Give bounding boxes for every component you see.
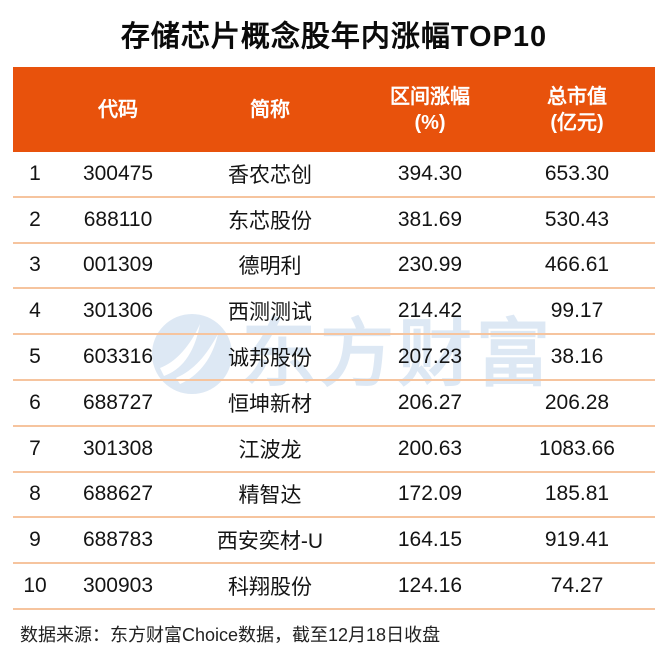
mcap-cell: 99.17 <box>550 299 604 323</box>
rank-cell: 4 <box>29 299 41 323</box>
code-cell: 688727 <box>82 390 154 414</box>
table-row: 3 001309 德明利 230.99 466.61 <box>13 244 655 290</box>
table-row: 10 300903 科翔股份 124.16 74.27 <box>13 564 655 610</box>
gain-header-line1: 区间涨幅 <box>390 85 470 108</box>
name-cell: 东芯股份 <box>228 209 312 233</box>
rank-cell: 10 <box>23 574 47 598</box>
mcap-header-line2: (亿元) <box>550 111 604 134</box>
code-cell: 688783 <box>82 528 154 552</box>
table-body: 1 300475 香农芯创 394.30 653.30 2 688110 东芯股… <box>13 152 655 610</box>
gain-cell: 200.63 <box>397 436 463 460</box>
gain-column-header: 区间涨幅 (%) <box>361 84 499 136</box>
gain-cell: 214.42 <box>397 299 463 323</box>
name-cell: 诚邦股份 <box>228 347 312 371</box>
gain-cell: 124.16 <box>397 574 463 598</box>
code-cell: 688110 <box>83 207 153 231</box>
name-cell: 德明利 <box>238 255 302 279</box>
mcap-cell: 74.27 <box>550 574 604 598</box>
code-column-header: 代码 <box>98 98 138 121</box>
table-row: 1 300475 香农芯创 394.30 653.30 <box>13 152 655 198</box>
code-cell: 300475 <box>82 161 154 185</box>
data-source-note: 数据来源：东方财富Choice数据，截至12月18日收盘 <box>20 625 441 645</box>
mcap-cell: 919.41 <box>544 528 610 552</box>
table-row: 9 688783 西安奕材-U 164.15 919.41 <box>13 518 655 565</box>
gain-header-line2: (%) <box>414 111 446 134</box>
code-cell: 688627 <box>82 482 154 506</box>
table-row: 5 603316 诚邦股份 207.23 38.16 <box>13 335 655 381</box>
mcap-cell: 1083.66 <box>539 436 615 460</box>
gain-cell: 230.99 <box>397 253 463 277</box>
table-header-row: 代码 简称 区间涨幅 (%) 总市值 (亿元) <box>13 67 655 152</box>
rank-cell: 8 <box>29 482 41 506</box>
table-row: 4 301306 西测测试 214.42 99.17 <box>13 289 655 336</box>
table-row: 7 301308 江波龙 200.63 1083.66 <box>13 427 655 473</box>
gain-cell: 207.23 <box>397 345 463 369</box>
table-row: 8 688627 精智达 172.09 185.81 <box>13 473 655 519</box>
mcap-column-header: 总市值 (亿元) <box>499 84 655 136</box>
name-cell: 科翔股份 <box>228 576 312 600</box>
code-cell: 301308 <box>82 436 154 460</box>
mcap-cell: 206.28 <box>544 390 610 414</box>
name-cell: 精智达 <box>238 484 302 508</box>
name-cell: 西安奕材-U <box>216 530 324 554</box>
mcap-cell: 185.81 <box>544 482 610 506</box>
code-cell: 001309 <box>82 253 154 277</box>
name-cell: 香农芯创 <box>228 163 312 187</box>
name-column-header: 简称 <box>250 98 290 121</box>
mcap-cell: 653.30 <box>544 161 610 185</box>
gain-cell: 394.30 <box>397 161 463 185</box>
rank-cell: 6 <box>29 390 41 414</box>
rank-cell: 7 <box>29 436 41 460</box>
name-cell: 江波龙 <box>238 438 302 462</box>
code-cell: 301306 <box>82 299 154 323</box>
gain-cell: 381.69 <box>397 207 463 231</box>
rank-cell: 1 <box>29 161 41 185</box>
table-row: 2 688110 东芯股份 381.69 530.43 <box>13 198 655 244</box>
rank-cell: 5 <box>29 345 41 369</box>
top10-table: 代码 简称 区间涨幅 (%) 总市值 (亿元) 1 300475 香农芯创 39… <box>13 67 655 610</box>
page-title: 存储芯片概念股年内涨幅TOP10 <box>120 21 548 53</box>
mcap-cell: 38.16 <box>550 345 604 369</box>
rank-cell: 3 <box>29 253 41 277</box>
mcap-cell: 530.43 <box>544 207 610 231</box>
gain-cell: 172.09 <box>397 482 463 506</box>
table-row: 6 688727 恒坤新材 206.27 206.28 <box>13 381 655 427</box>
watermark-text: 东方财富 <box>242 312 554 395</box>
gain-cell: 164.15 <box>397 528 463 552</box>
name-cell: 恒坤新材 <box>228 392 312 416</box>
code-cell: 300903 <box>82 574 154 598</box>
gain-cell: 206.27 <box>397 390 463 414</box>
rank-cell: 2 <box>29 207 41 231</box>
name-cell: 西测测试 <box>228 301 312 325</box>
rank-cell: 9 <box>29 528 41 552</box>
mcap-header-line1: 总市值 <box>547 85 607 108</box>
code-cell: 603316 <box>82 345 154 369</box>
mcap-cell: 466.61 <box>544 253 610 277</box>
